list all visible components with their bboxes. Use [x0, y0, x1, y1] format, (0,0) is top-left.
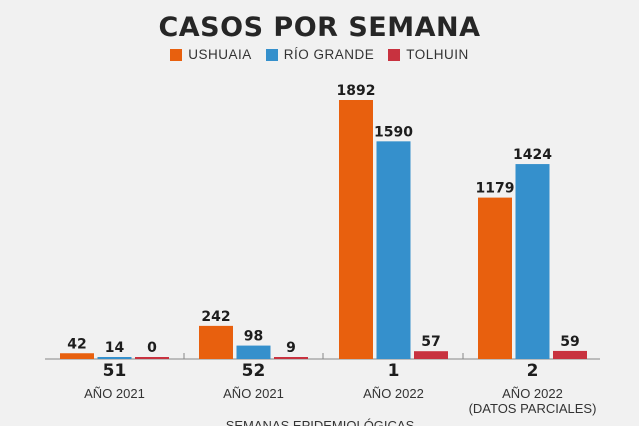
bar-tolhuin-51	[135, 357, 169, 359]
legend-swatch	[170, 48, 183, 61]
chart-title: CASOS POR SEMANA	[158, 12, 481, 43]
data-label: 0	[147, 340, 157, 356]
data-label: 242	[201, 309, 230, 325]
data-label: 1590	[374, 124, 413, 140]
x-tick-label: 52	[242, 361, 266, 381]
data-label: 1179	[476, 181, 515, 197]
data-label: 59	[560, 334, 579, 350]
bar-tolhuin-2	[553, 350, 587, 359]
x-tick-note: (DATOS PARCIALES)	[469, 401, 597, 416]
x-tick-sublabel: AÑO 2022	[502, 386, 563, 401]
x-tick-label: 2	[527, 361, 539, 381]
bar-tolhuin-52	[274, 357, 308, 359]
legend-label: TOLHUIN	[406, 47, 469, 62]
data-label: 98	[244, 329, 263, 345]
bar-ushuaia-1	[339, 100, 373, 359]
x-tick-sublabel: AÑO 2021	[84, 386, 145, 401]
bar-r-o-grande-52	[236, 345, 271, 359]
legend-label: RÍO GRANDE	[283, 47, 375, 62]
bar-ushuaia-52	[199, 325, 233, 359]
legend-item-tolhuin: TOLHUIN	[388, 47, 469, 62]
legend: USHUAIA RÍO GRANDE TOLHUIN	[0, 47, 639, 62]
data-label: 14	[105, 340, 125, 356]
x-tick-sublabel: AÑO 2022	[363, 386, 424, 401]
x-tick-label: 51	[103, 361, 127, 381]
bar-ushuaia-2	[478, 197, 512, 359]
legend-label: USHUAIA	[188, 47, 252, 62]
x-tick-sublabel: AÑO 2021	[223, 386, 284, 401]
bar-tolhuin-1	[414, 351, 448, 359]
legend-item-ushuaia: USHUAIA	[170, 47, 252, 62]
bar-r-o-grande-2	[515, 164, 550, 359]
legend-item-rio-grande: RÍO GRANDE	[265, 47, 375, 62]
bar-ushuaia-51	[60, 353, 94, 359]
legend-swatch	[388, 48, 401, 61]
x-axis-label: SEMANAS EPIDEMIOLÓGICAS	[226, 418, 415, 426]
data-label: 57	[421, 334, 440, 350]
legend-swatch	[265, 48, 278, 61]
data-label: 1424	[513, 147, 552, 163]
data-label: 1892	[337, 83, 376, 99]
bar-r-o-grande-51	[97, 357, 132, 359]
x-tick-label: 1	[388, 361, 400, 381]
bar-r-o-grande-1	[376, 141, 411, 359]
data-label: 42	[67, 336, 86, 352]
data-label: 9	[286, 340, 296, 356]
